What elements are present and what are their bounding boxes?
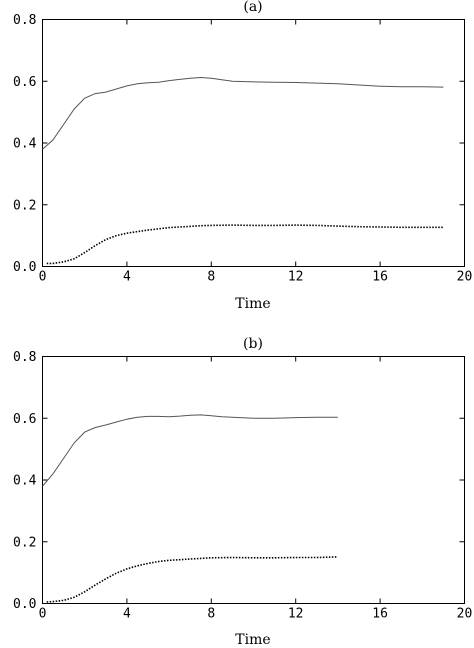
series-line-solid	[42, 414, 338, 487]
y-tick-label: 0.6	[13, 75, 36, 90]
x-tick-label: 8	[207, 270, 215, 285]
chart-panel-b: (b) 0 4 8 12 16 20 0.0 0.2 0.4 0.6 0.8 Time	[13, 336, 472, 648]
x-tick-label: 8	[207, 607, 215, 622]
x-tick-label: 20	[457, 607, 473, 622]
y-tick-label: 0.0	[13, 260, 36, 275]
series-line-dotted	[46, 224, 444, 265]
tick-group: 0 4 8 12 16 20 0.0 0.2 0.4 0.6 0.8	[13, 350, 472, 622]
tick-group: 0 4 8 12 16 20 0.0 0.2 0.4 0.6 0.8	[13, 13, 472, 285]
x-tick-label: 16	[372, 607, 388, 622]
plot-frame	[42, 356, 465, 604]
y-tick-label: 0.4	[13, 474, 37, 489]
x-axis-label: Time	[235, 296, 270, 312]
series-line-solid	[42, 76, 444, 150]
x-tick-label: 0	[39, 607, 47, 622]
x-tick-label: 16	[372, 270, 388, 285]
chart-title: (a)	[243, 0, 262, 15]
x-tick-label: 12	[288, 607, 304, 622]
chart-title: (b)	[243, 336, 263, 352]
plot-frame	[42, 19, 465, 267]
y-tick-label: 0.6	[13, 412, 36, 427]
y-tick-label: 0.8	[13, 13, 36, 28]
x-tick-label: 4	[123, 270, 131, 285]
x-tick-label: 12	[288, 270, 304, 285]
series-layer	[42, 414, 338, 603]
chart-panel-a: (a) 0 4 8 12 16 20 0.0 0.2 0.4 0.6 0.8 Time	[13, 0, 472, 312]
y-tick-label: 0.2	[13, 535, 36, 550]
x-axis-label: Time	[235, 632, 270, 648]
x-tick-label: 4	[123, 607, 131, 622]
series-layer	[42, 76, 444, 265]
y-tick-label: 0.2	[13, 198, 36, 213]
y-tick-label: 0.0	[13, 597, 36, 612]
x-tick-label: 20	[457, 270, 473, 285]
y-tick-label: 0.8	[13, 350, 36, 365]
x-tick-label: 0	[39, 270, 47, 285]
series-line-dotted	[46, 556, 338, 603]
y-tick-label: 0.4	[13, 137, 37, 152]
